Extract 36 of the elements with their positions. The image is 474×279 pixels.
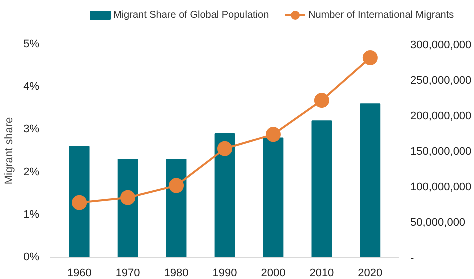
- x-tick-label: 2000: [261, 268, 286, 279]
- y2-tick-label: 100,000,000: [410, 182, 472, 194]
- bar: [360, 104, 381, 258]
- y-tick-label: 5%: [24, 38, 40, 50]
- y-tick-label: 2%: [24, 166, 40, 178]
- y-tick-label: 3%: [24, 124, 40, 136]
- point: [314, 93, 330, 108]
- y-axis-title: Migrant share: [4, 117, 16, 185]
- point: [362, 50, 378, 66]
- y-tick-label: 4%: [24, 81, 40, 94]
- y2-tick-label: -: [410, 252, 414, 264]
- bar: [118, 159, 138, 258]
- point: [72, 195, 88, 210]
- y-tick-label: 1%: [24, 208, 40, 221]
- y-tick-label: 0%: [24, 252, 40, 264]
- y2-tick-label: 300,000,000: [410, 40, 472, 52]
- y2-tick-label: 250,000,000: [410, 75, 472, 87]
- legend-label: Migrant Share of Global Population: [114, 10, 270, 21]
- point: [120, 190, 136, 206]
- bar: [69, 146, 90, 258]
- y2-tick-label: 50,000,000: [410, 217, 466, 229]
- x-tick-label: 1970: [116, 268, 140, 279]
- x-tick-label: 1990: [212, 268, 238, 279]
- x-tick-label: 1980: [164, 268, 189, 279]
- x-tick-label: 2010: [310, 268, 334, 279]
- point: [169, 178, 184, 194]
- x-tick-label: 2020: [358, 268, 383, 279]
- point: [266, 127, 281, 142]
- point: [218, 141, 232, 156]
- bar: [214, 133, 236, 258]
- bar: [312, 120, 332, 258]
- bar: [263, 138, 284, 258]
- legend-label: Number of International Migrants: [308, 10, 454, 21]
- y2-tick-label: 150,000,000: [410, 146, 472, 158]
- y2-tick-label: 200,000,000: [410, 110, 472, 122]
- x-tick-label: 1960: [67, 268, 92, 279]
